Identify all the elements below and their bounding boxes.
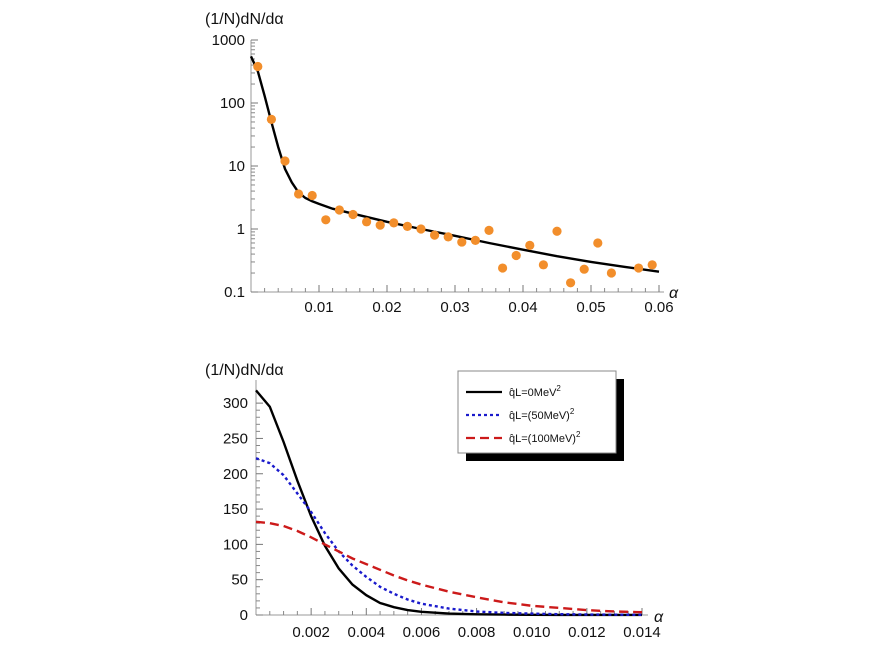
- top-y-tick-label: 100: [220, 95, 245, 112]
- data-point: [498, 263, 508, 273]
- data-point: [457, 237, 467, 247]
- legend: q̂L=0MeV2 q̂L=(50MeV)2 q̂L=(100MeV)2: [457, 370, 624, 461]
- legend-label: q̂L=(100MeV)2: [509, 430, 581, 445]
- legend-label: q̂L=0MeV2: [509, 384, 561, 399]
- bottom-y-tick-label: 150: [223, 501, 248, 518]
- bottom-x-tick-label: 0.014: [623, 624, 661, 641]
- series-line-3: [255, 520, 643, 614]
- series-line-2: [255, 457, 643, 616]
- data-point: [416, 224, 426, 234]
- data-point: [484, 225, 494, 236]
- data-point: [280, 156, 290, 166]
- data-point: [443, 232, 453, 242]
- data-point: [634, 263, 644, 273]
- top-y-axis-label: (1/N)dN/dα: [205, 11, 284, 28]
- bottom-y-tick-label: 200: [223, 466, 248, 483]
- data-point: [647, 260, 657, 270]
- data-point: [606, 268, 617, 278]
- data-point: [362, 217, 372, 227]
- top-x-axis-label: α: [669, 285, 679, 302]
- data-point: [430, 230, 440, 240]
- top-y-tick-label: 1000: [212, 32, 245, 49]
- bottom-x-axis-label: α: [654, 609, 664, 626]
- bottom-y-tick-label: 0: [240, 607, 248, 624]
- data-point: [307, 190, 317, 201]
- legend-box: [457, 370, 617, 454]
- bottom-y-axis-label: (1/N)dN/dα: [205, 362, 284, 379]
- data-point: [566, 278, 576, 288]
- data-point: [593, 238, 603, 248]
- top-x-tick-label: 0.02: [372, 299, 401, 316]
- top-x-tick-label: 0.05: [576, 299, 605, 316]
- bottom-ticks: 0 50 100 150 200 250 300 0.002 0.004 0.006 0.008 0.…: [223, 395, 661, 641]
- top-x-tick-label: 0.01: [304, 299, 333, 316]
- top-y-tick-label: 1: [237, 221, 245, 238]
- data-point: [294, 189, 304, 199]
- data-point: [348, 209, 358, 220]
- data-point: [266, 114, 276, 124]
- top-x-tick-label: 0.06: [644, 299, 673, 316]
- bottom-y-tick-label: 100: [223, 536, 248, 553]
- data-point: [511, 250, 521, 261]
- top-y-tick-label: 0.1: [224, 284, 245, 301]
- top-x-tick-label: 0.03: [440, 299, 469, 316]
- data-point: [579, 264, 589, 274]
- bottom-x-tick-label: 0.006: [403, 624, 441, 641]
- bottom-y-tick-label: 50: [231, 572, 248, 589]
- data-point: [389, 218, 399, 228]
- bottom-series-lines: [255, 389, 643, 617]
- top-ticks: 0.1 1 10 100 1000 0.01 0.02 0.03 0.04 0.05 0.06: [212, 32, 674, 316]
- top-y-tick-label: 10: [228, 158, 245, 175]
- data-point: [525, 240, 535, 250]
- bottom-y-tick-label: 300: [223, 395, 248, 412]
- bottom-linear-chart: (1/N)dN/dα α 0 50 100 150 200 250 300 0.002 0.00…: [205, 362, 664, 641]
- data-point: [470, 235, 480, 245]
- bottom-x-tick-label: 0.012: [568, 624, 606, 641]
- data-point: [334, 205, 344, 215]
- top-data-points: [253, 61, 657, 288]
- data-point: [402, 221, 412, 231]
- data-point: [321, 215, 331, 225]
- top-x-tick-label: 0.04: [508, 299, 537, 316]
- bottom-y-tick-label: 250: [223, 430, 248, 447]
- bottom-x-tick-label: 0.002: [292, 624, 330, 641]
- bottom-x-tick-label: 0.004: [348, 624, 386, 641]
- data-point: [253, 61, 263, 72]
- legend-label: q̂L=(50MeV)2: [509, 407, 575, 422]
- bottom-x-tick-label: 0.010: [513, 624, 551, 641]
- legend-entries: q̂L=0MeV2 q̂L=(50MeV)2 q̂L=(100MeV)2: [466, 384, 581, 445]
- top-fit-curve: [249, 55, 660, 273]
- bottom-x-tick-label: 0.008: [458, 624, 496, 641]
- data-point: [375, 220, 385, 230]
- data-point: [552, 226, 562, 236]
- data-point: [538, 260, 549, 270]
